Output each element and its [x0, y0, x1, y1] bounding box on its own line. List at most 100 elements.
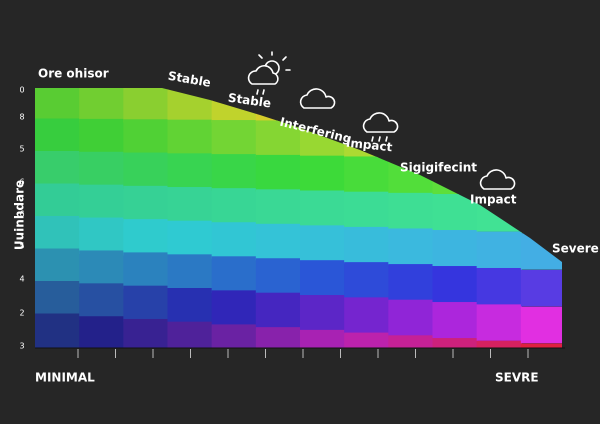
y-tick-label: 0	[19, 86, 24, 95]
grid-cell	[388, 264, 434, 301]
grid-cell	[432, 122, 478, 159]
grid-cell	[123, 119, 169, 156]
grid-cell	[123, 152, 169, 190]
grid-cell	[300, 190, 346, 228]
grid-cell	[167, 187, 213, 224]
grid-cell	[432, 230, 478, 267]
grid-cell	[300, 260, 346, 297]
grid-cell	[388, 121, 434, 159]
grid-cell	[388, 335, 434, 348]
rain-cloud-icon	[362, 112, 399, 142]
grid-cell	[388, 299, 434, 337]
grid-cell	[255, 189, 301, 226]
y-ticks: 0 8 5 6 6 5 4 2 3	[19, 86, 24, 351]
grid-cell	[79, 118, 125, 156]
cloud-icon	[299, 88, 336, 109]
grid-cell	[476, 231, 522, 269]
grid-cell	[520, 159, 562, 197]
grid-cell	[79, 316, 125, 348]
x-end-label: SEVRE	[495, 371, 539, 385]
grid-cell	[432, 266, 478, 303]
grid-cell	[300, 225, 346, 262]
y-tick-label: 8	[19, 113, 24, 122]
y-tick-label: 4	[19, 275, 24, 284]
grid-cell	[35, 118, 81, 155]
y-axis-label: Uuinhdare	[13, 180, 27, 250]
grid-cell	[211, 324, 257, 348]
grid-cell	[520, 269, 562, 307]
grid-cell	[123, 219, 169, 256]
y-tick-label: 3	[19, 342, 24, 351]
grid-cell	[388, 192, 434, 230]
annotation: Sigigifecint	[400, 161, 477, 175]
grid-cell	[388, 228, 434, 265]
grid-cell	[35, 313, 81, 348]
grid-cell	[344, 332, 390, 348]
grid-cell	[79, 283, 125, 320]
grid-cell	[255, 223, 301, 261]
grid-cell	[344, 156, 390, 193]
grid-cell	[255, 154, 301, 192]
x-start-label: MINIMAL	[35, 371, 95, 385]
grid-cell	[520, 196, 562, 233]
grid-cell	[167, 254, 213, 291]
grid-cell	[167, 153, 213, 190]
grid-cell	[123, 318, 169, 348]
grid-cell	[211, 120, 257, 157]
annotation: Impact	[470, 193, 517, 207]
annotation: Severe	[552, 242, 599, 256]
grid-cell	[211, 154, 257, 191]
annotation: Stable	[227, 91, 272, 111]
grid-cell	[344, 297, 390, 334]
grid-cell	[211, 188, 257, 225]
grid-cell	[344, 191, 390, 229]
y-tick-label: 5	[19, 145, 24, 154]
grid-cell	[344, 88, 390, 123]
grid-cell	[35, 183, 81, 220]
grid-cell	[35, 88, 81, 123]
grid-cell	[432, 194, 478, 231]
grid-cell	[432, 338, 478, 348]
grid-cell	[344, 262, 390, 299]
grid-cell	[35, 216, 81, 253]
grid-cell	[123, 88, 169, 123]
grid-cell	[79, 217, 125, 255]
grid-cell	[167, 288, 213, 325]
grid-cell	[432, 302, 478, 339]
grid-cell	[79, 151, 125, 189]
grid-cell	[300, 329, 346, 348]
grid-cell	[123, 252, 169, 289]
y-tick-label: 6	[19, 178, 24, 187]
grid-cell	[255, 258, 301, 295]
grid-cell	[211, 290, 257, 327]
sun-cloud-icon	[247, 51, 291, 95]
grid-cell	[476, 122, 522, 159]
x-ticks	[77, 349, 529, 358]
grid-cell	[255, 292, 301, 330]
grid-cell	[520, 122, 562, 160]
grid-cell	[300, 295, 346, 332]
title: Ore ohisor	[38, 67, 109, 81]
grid-cell	[520, 343, 562, 348]
cloud-icon	[479, 169, 516, 190]
grid-cell	[35, 248, 81, 285]
grid-cell	[167, 88, 213, 123]
grid-cell	[520, 88, 562, 123]
grid-cell	[300, 155, 346, 193]
grid-cell	[476, 267, 522, 305]
grid-cell	[476, 304, 522, 341]
grid-cell	[79, 250, 125, 287]
grid-cell	[344, 226, 390, 264]
grid-cell	[255, 120, 301, 157]
grid-cell	[520, 306, 562, 344]
grid-cell	[79, 88, 125, 123]
y-tick-label: 5	[19, 242, 24, 251]
grid-cell	[35, 281, 81, 318]
y-tick-label: 6	[19, 210, 24, 219]
annotation: Stable	[167, 69, 212, 90]
grid-cell	[211, 256, 257, 293]
grid-cell	[432, 88, 478, 123]
grid-cell	[388, 88, 434, 123]
grid-cell	[123, 285, 169, 323]
